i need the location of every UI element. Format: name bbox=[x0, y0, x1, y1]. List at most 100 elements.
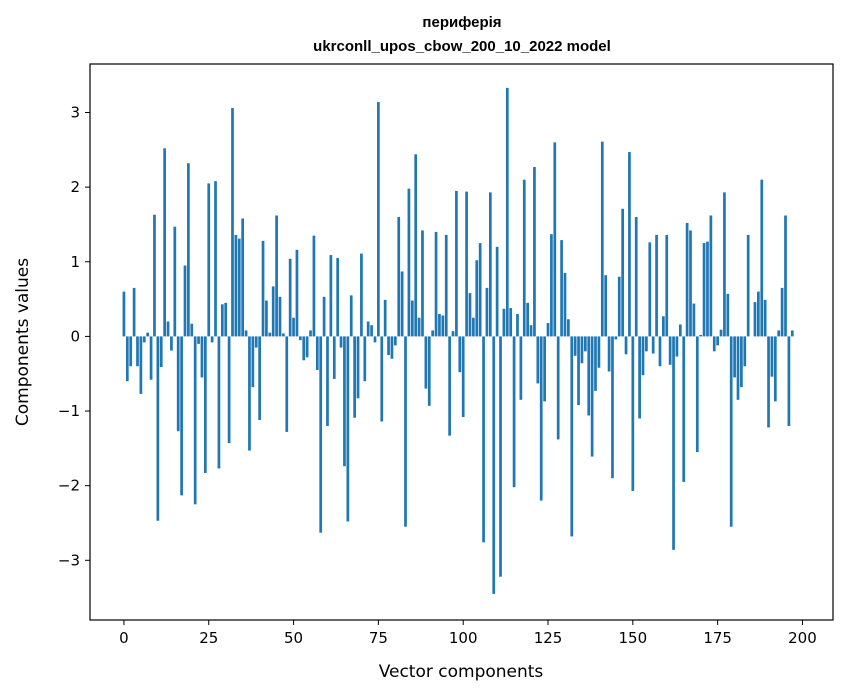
bar-59 bbox=[322, 296, 326, 337]
bar-120 bbox=[529, 325, 533, 337]
bar-103 bbox=[472, 317, 475, 337]
bar-71 bbox=[363, 336, 367, 382]
bar-8 bbox=[149, 336, 153, 380]
bar-92 bbox=[434, 231, 438, 337]
bar-16 bbox=[176, 336, 180, 432]
bar-50 bbox=[292, 317, 295, 337]
bar-112 bbox=[502, 308, 506, 337]
bar-73 bbox=[370, 325, 373, 337]
bar-85 bbox=[410, 300, 414, 337]
bar-152 bbox=[638, 336, 641, 419]
x-tick-label: 175 bbox=[703, 629, 732, 647]
bar-55 bbox=[309, 330, 312, 337]
bar-175 bbox=[716, 336, 719, 346]
bar-140 bbox=[597, 336, 601, 368]
bar-194 bbox=[780, 287, 784, 337]
bar-124 bbox=[543, 336, 546, 402]
x-axis-ticks: 0 25 50 75 100 125 150 175 200 bbox=[119, 620, 817, 647]
bar-84 bbox=[407, 188, 411, 337]
bar-134 bbox=[577, 336, 580, 406]
bar-176 bbox=[719, 329, 723, 337]
y-tick-label: 2 bbox=[70, 178, 80, 196]
bar-118 bbox=[522, 179, 526, 337]
bar-106 bbox=[482, 336, 485, 543]
bar-197 bbox=[790, 330, 794, 337]
bar-111 bbox=[499, 336, 502, 577]
bar-109 bbox=[492, 336, 496, 594]
bar-141 bbox=[600, 141, 604, 337]
bar-151 bbox=[634, 216, 638, 337]
bar-41 bbox=[261, 240, 265, 337]
bar-9 bbox=[153, 214, 156, 337]
bar-37 bbox=[248, 336, 251, 451]
bar-174 bbox=[712, 336, 716, 352]
bar-99 bbox=[458, 336, 462, 373]
bar-128 bbox=[556, 336, 560, 440]
bar-153 bbox=[641, 336, 645, 376]
bar-70 bbox=[360, 253, 363, 337]
bar-67 bbox=[349, 295, 353, 337]
bar-60 bbox=[326, 336, 329, 426]
bar-148 bbox=[624, 336, 628, 355]
bar-156 bbox=[651, 336, 655, 354]
bar-154 bbox=[645, 336, 648, 352]
bar-180 bbox=[733, 336, 736, 378]
bar-195 bbox=[784, 215, 787, 337]
bar-46 bbox=[278, 296, 282, 337]
bar-87 bbox=[417, 317, 421, 337]
bars-group bbox=[122, 87, 801, 594]
bar-89 bbox=[424, 336, 428, 389]
bar-187 bbox=[757, 291, 760, 337]
bar-167 bbox=[689, 230, 692, 337]
bar-126 bbox=[550, 234, 553, 337]
bar-188 bbox=[760, 179, 764, 337]
bar-64 bbox=[339, 336, 343, 348]
bar-3 bbox=[132, 287, 136, 337]
bar-17 bbox=[180, 336, 183, 496]
bar-27 bbox=[214, 181, 217, 337]
bar-66 bbox=[346, 336, 350, 522]
bar-57 bbox=[315, 336, 319, 370]
x-tick-label: 75 bbox=[369, 629, 388, 647]
bar-97 bbox=[451, 331, 455, 337]
bar-166 bbox=[685, 222, 689, 337]
bar-104 bbox=[475, 260, 479, 337]
bar-65 bbox=[343, 336, 346, 467]
bar-130 bbox=[563, 272, 567, 337]
bar-25 bbox=[207, 183, 211, 337]
bar-145 bbox=[614, 336, 618, 340]
bar-122 bbox=[536, 336, 540, 384]
bar-53 bbox=[302, 336, 306, 361]
bar-75 bbox=[377, 102, 380, 337]
bar-121 bbox=[533, 166, 536, 337]
bar-169 bbox=[695, 336, 699, 453]
x-tick-label: 200 bbox=[788, 629, 817, 647]
bar-74 bbox=[373, 336, 377, 343]
bar-90 bbox=[427, 336, 431, 406]
bar-131 bbox=[567, 319, 570, 337]
bar-127 bbox=[553, 142, 557, 337]
bar-105 bbox=[478, 243, 482, 337]
bar-22 bbox=[197, 336, 200, 344]
bar-0 bbox=[122, 291, 126, 337]
bar-123 bbox=[539, 336, 543, 501]
bar-45 bbox=[275, 215, 278, 337]
bar-155 bbox=[648, 242, 652, 337]
x-tick-label: 100 bbox=[449, 629, 478, 647]
bar-192 bbox=[773, 336, 777, 402]
bar-58 bbox=[319, 336, 323, 533]
bar-42 bbox=[265, 300, 268, 337]
x-tick-label: 25 bbox=[199, 629, 218, 647]
bar-68 bbox=[353, 336, 356, 418]
bar-15 bbox=[173, 226, 177, 337]
bar-146 bbox=[617, 276, 621, 337]
bar-96 bbox=[448, 336, 451, 436]
bar-24 bbox=[203, 336, 207, 473]
bar-172 bbox=[706, 241, 709, 337]
bar-10 bbox=[156, 336, 160, 521]
bar-33 bbox=[234, 234, 238, 337]
bar-32 bbox=[231, 108, 234, 337]
bar-4 bbox=[136, 336, 139, 367]
bar-133 bbox=[573, 336, 577, 356]
bar-100 bbox=[461, 336, 465, 417]
